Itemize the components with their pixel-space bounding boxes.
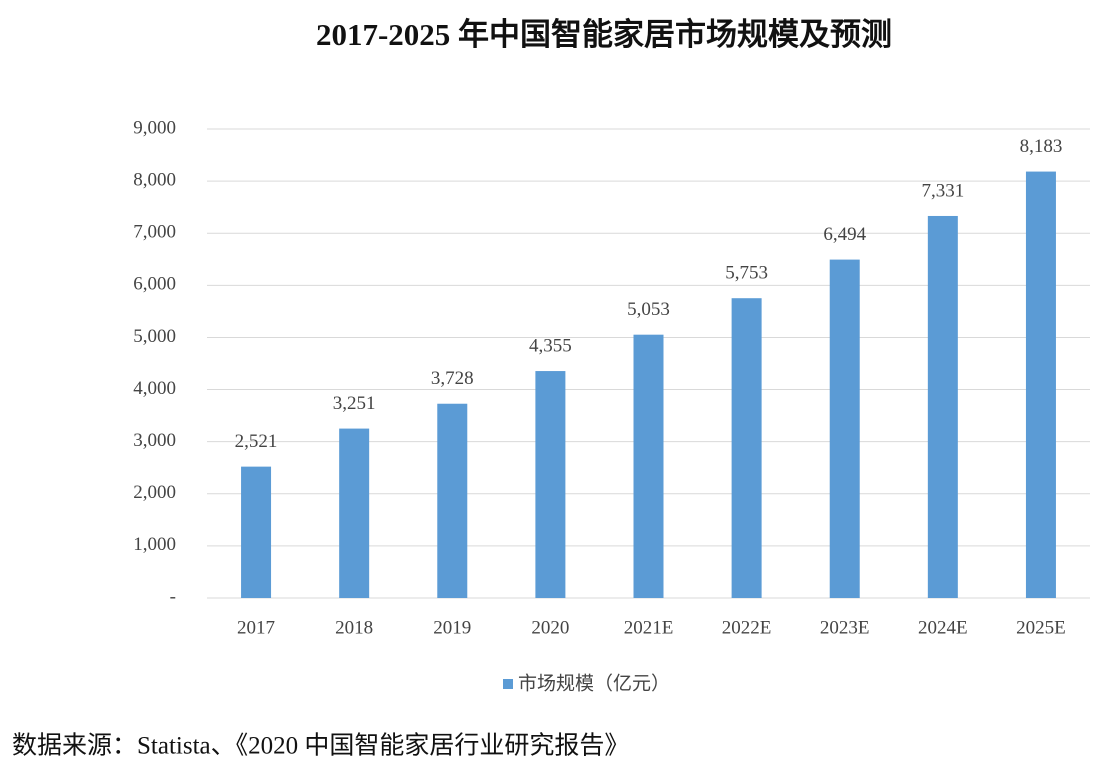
y-tick-label: 5,000 (133, 326, 176, 347)
data-label: 5,053 (627, 299, 670, 320)
data-label: 3,728 (431, 368, 474, 389)
x-tick-label: 2025E (1016, 617, 1066, 638)
bar (535, 371, 566, 598)
data-label: 2,521 (235, 431, 278, 452)
x-tick-label: 2020 (531, 617, 569, 638)
y-tick-label: 1,000 (133, 534, 176, 555)
x-tick-label: 2024E (918, 617, 968, 638)
data-label: 3,251 (333, 393, 376, 414)
chart-title: 2017-2025 年中国智能家居市场规模及预测 (316, 17, 892, 52)
bar (927, 215, 958, 598)
y-tick-label: 4,000 (133, 378, 176, 399)
bar (339, 428, 370, 598)
data-label: 5,753 (725, 263, 768, 284)
y-tick-label: - (170, 586, 176, 607)
y-tick-label: 3,000 (133, 430, 176, 451)
x-tick-label: 2023E (820, 617, 870, 638)
x-tick-label: 2021E (624, 617, 674, 638)
x-tick-label: 2022E (722, 617, 772, 638)
legend-swatch (503, 679, 513, 689)
data-label: 4,355 (529, 335, 572, 356)
data-label: 6,494 (823, 224, 866, 245)
x-tick-label: 2019 (433, 617, 471, 638)
data-label: 8,183 (1020, 136, 1063, 157)
legend-label: 市场规模（亿元） (518, 672, 670, 694)
bar (731, 298, 762, 598)
bar (241, 466, 272, 598)
y-tick-label: 7,000 (133, 222, 176, 243)
source-note: 数据来源：Statista、《2020 中国智能家居行业研究报告》 (12, 732, 629, 760)
y-tick-label: 9,000 (133, 117, 176, 138)
y-tick-label: 2,000 (133, 482, 176, 503)
y-tick-label: 8,000 (133, 169, 176, 190)
bar (633, 334, 664, 598)
bar (1025, 171, 1056, 599)
x-tick-label: 2018 (335, 617, 373, 638)
data-label: 7,331 (921, 180, 964, 201)
x-tick-label: 2017 (237, 617, 275, 638)
bar (437, 403, 468, 598)
y-tick-label: 6,000 (133, 274, 176, 295)
bar (829, 259, 860, 598)
